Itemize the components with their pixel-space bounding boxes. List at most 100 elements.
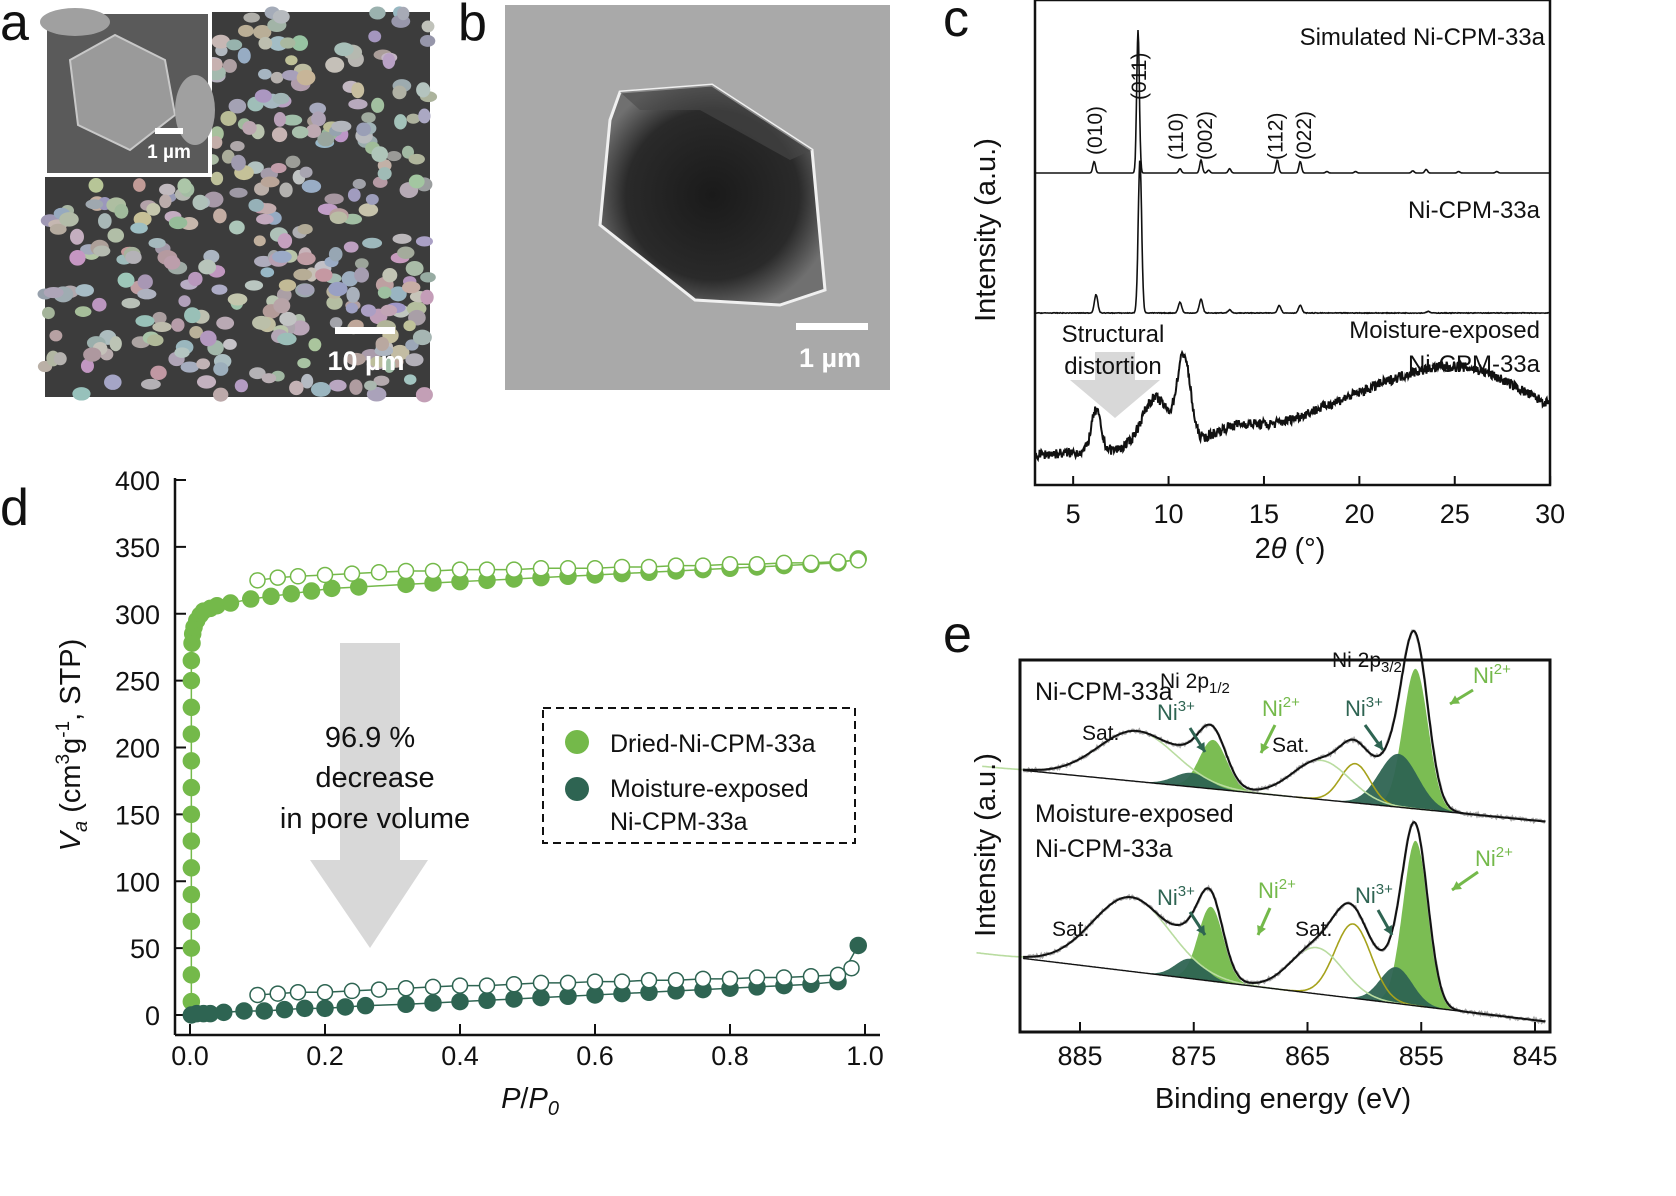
particle: [329, 211, 348, 225]
particle: [285, 155, 301, 169]
y-tick-label: 250: [115, 667, 160, 697]
desorption-point: [640, 558, 658, 576]
particle: [297, 358, 311, 369]
y-tick-label: 0: [145, 1001, 160, 1031]
particle: [49, 223, 67, 235]
scale-label: 10 µm: [327, 346, 404, 376]
particle: [114, 204, 129, 219]
particle: [273, 112, 287, 127]
xps-component-fill: [1332, 967, 1459, 1012]
desorption-point: [640, 971, 658, 989]
particle: [382, 53, 396, 70]
arrow-head: [1196, 742, 1205, 752]
panel-label-d: d: [0, 479, 29, 537]
particle: [237, 47, 251, 64]
particle: [72, 387, 91, 401]
adsorption-point: [316, 999, 334, 1018]
particle: [109, 336, 122, 352]
desorption-point: [613, 973, 631, 990]
adsorption-point: [282, 584, 300, 603]
adsorption-point: [350, 578, 368, 596]
particle: [253, 235, 266, 247]
particle: [405, 353, 424, 367]
particle: [210, 171, 224, 186]
particle: [309, 102, 327, 115]
adsorption-point: [242, 590, 260, 608]
particle: [231, 154, 246, 171]
adsorption-point: [275, 1000, 294, 1019]
particle: [297, 252, 316, 266]
particle: [315, 268, 333, 282]
particle: [117, 272, 135, 288]
particle: [310, 382, 331, 397]
x-axis-label: 2θ (°): [1255, 533, 1326, 565]
particle: [291, 35, 309, 51]
desorption-point: [843, 959, 860, 977]
legend-marker-moisture: [565, 777, 589, 801]
xps-component-fill: [1321, 753, 1475, 815]
particle: [42, 306, 55, 320]
particle: [373, 375, 390, 386]
xps-component-fill: [1365, 668, 1465, 814]
particle: [150, 365, 167, 381]
particle: [53, 352, 67, 366]
desorption-point: [249, 572, 266, 589]
adsorption-point: [182, 912, 201, 931]
xrd-series-line: [1034, 160, 1550, 315]
annotation-line-3: in pore volume: [280, 803, 470, 835]
particle: [279, 311, 297, 326]
sem-image-b: 1 µm: [505, 5, 890, 390]
adsorption-point: [182, 651, 201, 670]
particle: [104, 374, 122, 390]
xps-component-fill: [1123, 772, 1259, 794]
ion-label: Ni2+: [1258, 876, 1296, 903]
particle: [69, 228, 84, 245]
particle: [412, 329, 432, 346]
particle: [415, 387, 433, 403]
desorption-point: [451, 977, 469, 994]
y-tick-label: 350: [115, 533, 160, 563]
particle: [403, 320, 416, 332]
adsorption-point: [182, 752, 201, 770]
particle: [59, 212, 79, 227]
adsorption-point: [849, 936, 867, 955]
desorption-point: [559, 560, 577, 577]
particle: [299, 166, 313, 178]
x-tick-label: 0.4: [441, 1041, 479, 1071]
particle: [85, 199, 104, 210]
particle: [249, 367, 266, 380]
particle: [392, 85, 407, 100]
adsorption-point: [182, 832, 201, 850]
particle: [328, 247, 343, 262]
desorption-point: [586, 973, 604, 990]
adsorption-point: [262, 587, 280, 606]
miller-index-label: (011): [1128, 53, 1151, 100]
particle: [69, 249, 86, 266]
particle: [347, 188, 361, 202]
particle: [80, 358, 94, 373]
particle: [291, 126, 309, 139]
x-tick-label: 855: [1399, 1041, 1444, 1071]
particle: [389, 286, 407, 302]
desorption-point: [370, 564, 388, 581]
desorption-point: [721, 970, 739, 988]
ion-label: Ni3+: [1157, 698, 1195, 725]
particle: [159, 194, 172, 209]
particle: [331, 120, 352, 133]
adsorption-point: [356, 996, 375, 1015]
satellite-label: Sat.: [1295, 918, 1332, 941]
particle: [163, 255, 181, 270]
arrow-head: [1260, 743, 1270, 753]
particle: [296, 69, 316, 86]
particle: [361, 112, 376, 123]
distortion-arrow: [1070, 352, 1160, 418]
particle: [189, 326, 203, 339]
miller-index-label: (022): [1293, 111, 1316, 160]
desorption-point: [613, 558, 631, 576]
satellite-label: Sat.: [1082, 722, 1119, 745]
particle: [301, 179, 322, 193]
particle: [192, 194, 208, 211]
particle: [140, 378, 161, 390]
